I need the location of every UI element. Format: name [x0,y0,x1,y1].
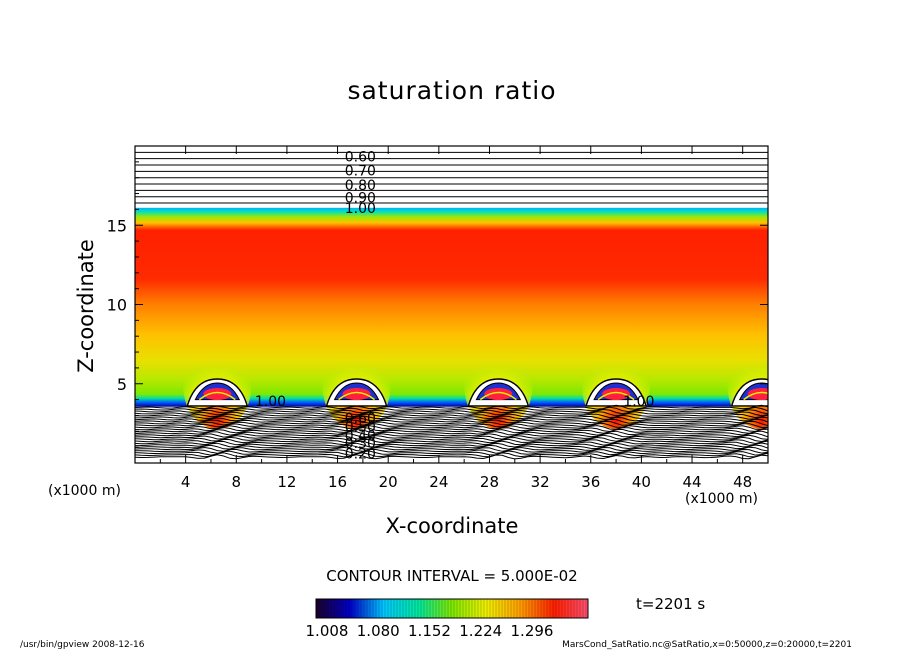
cloud-core-edge [597,391,635,401]
contour-line [135,414,768,420]
contour-line [135,422,768,429]
contour-line [135,404,768,410]
contour-label: 1.00 [623,394,654,410]
x-axis-label: X-coordinate [385,514,519,538]
chart-title: saturation ratio [347,76,557,105]
colorbar-label: 1.008 [306,622,349,640]
colorbar-label: 1.296 [511,622,554,640]
x-tick-label: 16 [328,473,347,491]
footer-left: /usr/bin/gpview 2008-12-16 [20,640,145,650]
y-tick-label: 10 [107,296,127,315]
contour-line [135,416,768,422]
y-tick-label: 15 [107,216,127,235]
contour-line [135,408,768,415]
colorbar-label: 1.152 [408,622,451,640]
contour-label: 1.00 [255,394,286,410]
contour-line [135,418,768,424]
contour-line [135,446,768,452]
contour-line [135,438,768,445]
x-unit-right: (x1000 m) [685,491,758,507]
cloud-core-inner [484,388,513,401]
x-tick-label: 24 [429,473,448,491]
y-axis-label: Z-coordinate [74,239,98,373]
contour-label: 0.30 [345,436,376,452]
contour-label: 0.20 [345,446,376,462]
contour-line [135,442,768,448]
cloud-core-edge [479,391,517,401]
contour-line [135,430,768,436]
contour-line [135,436,768,443]
contour-interval-label: CONTOUR INTERVAL = 5.000E-02 [326,567,578,585]
colorbar-label: 1.224 [459,622,502,640]
contour-line [135,452,768,458]
cloud-core-inner [602,388,631,401]
x-tick-label: 8 [232,473,242,491]
colorbar-label: 1.080 [357,622,400,640]
time-label: t=2201 s [636,595,706,613]
cloud-core-edge [743,391,768,401]
contour-line [135,434,768,440]
contour-line [135,448,768,454]
contour-label: 0.70 [345,164,376,180]
x-tick-label: 20 [379,473,398,491]
contour-label: 0.40 [345,428,376,444]
contour-line [135,450,768,456]
cloud-core-inner [203,388,232,401]
contour-line [135,440,768,446]
y-tick-label: 5 [117,375,127,394]
contour-line [135,411,768,417]
x-tick-label: 4 [181,473,191,491]
contour-label: 0.60 [345,149,376,165]
footer-right: MarsCond_SatRatio.nc@SatRatio,x=0:50000,… [562,640,852,650]
x-tick-label: 40 [632,473,651,491]
contour-line [135,428,768,434]
cloud-core-inner [747,388,768,401]
x-tick-label: 48 [733,473,752,491]
contour-line [135,444,768,450]
cloud-core-edge [338,391,376,401]
contour-label: 0.90 [345,191,376,207]
cloud-core-inner [342,388,371,401]
x-unit-left: (x1000 m) [48,483,121,499]
contour-line [135,432,768,438]
contour-label: 1.00 [345,201,376,217]
x-tick-label: 44 [682,473,701,491]
contour-line [135,406,768,413]
contour-line [135,420,768,427]
x-tick-label: 36 [581,473,600,491]
cloud-core-edge [198,391,236,401]
contour-label: 0.60 [345,411,376,427]
contour-label: 0.50 [345,420,376,436]
x-tick-label: 12 [277,473,296,491]
contour-label: 0.80 [345,178,376,194]
contour-line [135,454,768,460]
x-tick-label: 32 [531,473,550,491]
x-tick-label: 28 [480,473,499,491]
contour-line [135,412,768,419]
contour-line [135,426,768,433]
contour-line [135,425,768,430]
